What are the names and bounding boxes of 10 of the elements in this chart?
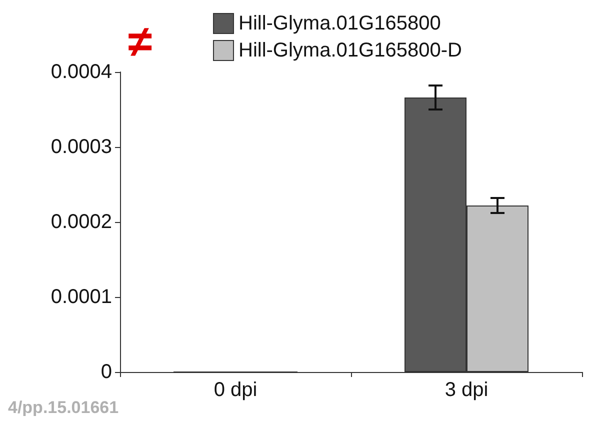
legend-label: Hill-Glyma.01G165800-D xyxy=(238,40,462,62)
text: ≠ xyxy=(128,18,152,66)
x-tick-label: 3 dpi xyxy=(444,379,488,401)
y-tick-label: 0 xyxy=(100,361,112,383)
y-tick-label: 0.0002 xyxy=(50,211,112,233)
y-tick-label: 0.0001 xyxy=(50,286,112,308)
y-tick-label: 0.0004 xyxy=(50,61,112,83)
y-tick-label: 0.0003 xyxy=(50,136,112,158)
legend-label: Hill-Glyma.01G165800 xyxy=(238,12,441,34)
x-tick-label: 0 dpi xyxy=(214,379,258,401)
